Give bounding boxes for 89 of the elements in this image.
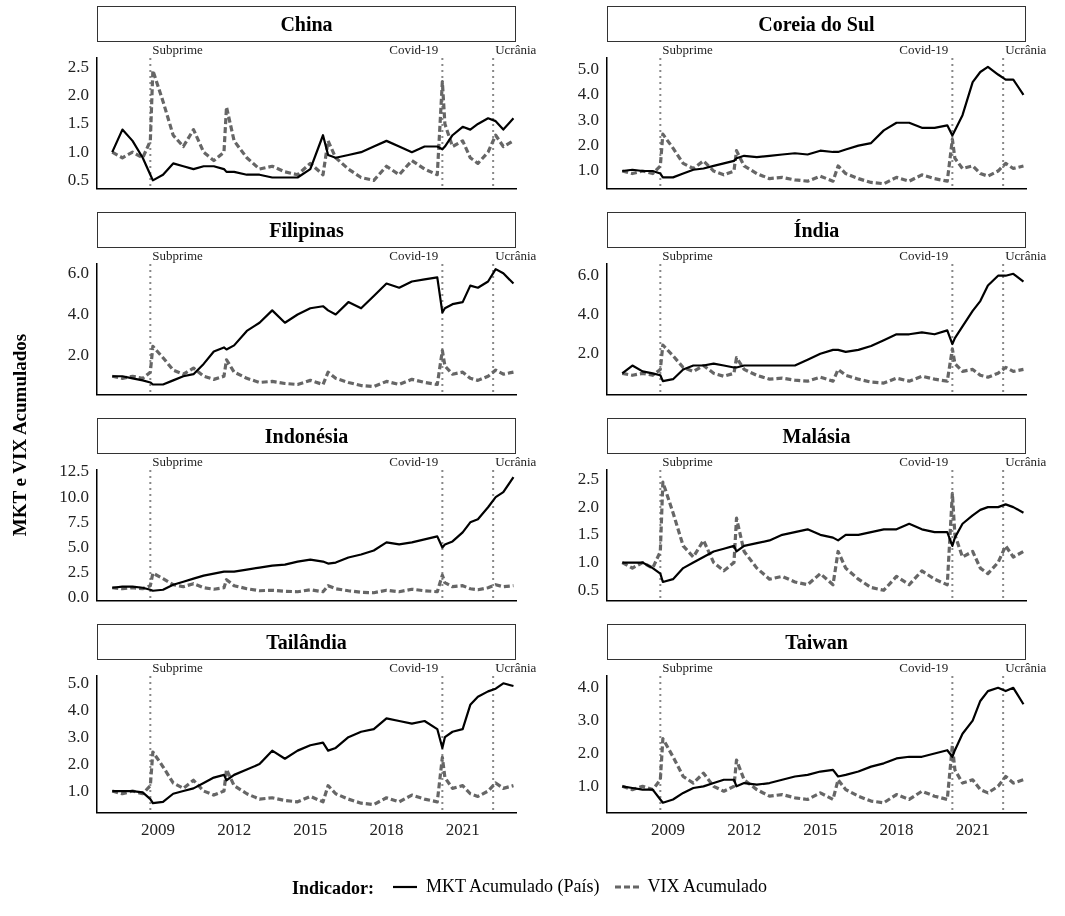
y-tick-label: 10.0 bbox=[59, 486, 89, 506]
ref-line-label: Covid-19 bbox=[899, 247, 949, 263]
ref-line-label: Subprime bbox=[662, 453, 714, 469]
y-tick-label: 2.0 bbox=[577, 343, 599, 363]
y-tick-label: 2.5 bbox=[577, 468, 599, 488]
y-tick-label: 2.0 bbox=[577, 496, 599, 516]
ref-line-label: Covid-19 bbox=[389, 41, 439, 57]
y-tick-label: 1.0 bbox=[67, 141, 89, 161]
ref-line-label: Covid-19 bbox=[389, 247, 439, 263]
y-tick-label: 2.0 bbox=[67, 753, 89, 773]
x-tick-label: 2015 bbox=[293, 820, 328, 840]
ref-line-label: Subprime bbox=[662, 247, 714, 263]
y-tick-label: 7.5 bbox=[67, 511, 89, 531]
ref-line-label: Ucrânia bbox=[1005, 659, 1047, 675]
line-series bbox=[110, 571, 516, 595]
y-tick-label: 4.0 bbox=[67, 699, 89, 719]
y-tick-label: 5.0 bbox=[67, 672, 89, 692]
y-tick-label: 0.5 bbox=[577, 579, 599, 599]
y-tick-label: 4.0 bbox=[67, 303, 89, 323]
ref-line-label: Ucrânia bbox=[495, 659, 537, 675]
ref-line-label: Covid-19 bbox=[899, 453, 949, 469]
y-tick-label: 3.0 bbox=[67, 726, 89, 746]
ref-line-label: Ucrânia bbox=[495, 453, 537, 469]
legend-label: MKT Acumulado (País) bbox=[425, 876, 600, 897]
y-tick-label: 4.0 bbox=[577, 304, 599, 324]
y-tick-label: 3.0 bbox=[577, 710, 599, 730]
ref-line-label: Subprime bbox=[662, 659, 714, 675]
line-series bbox=[620, 480, 1026, 592]
y-tick-label: 2.0 bbox=[577, 135, 599, 155]
y-tick-label: 5.0 bbox=[67, 536, 89, 556]
chart-title: China bbox=[97, 6, 516, 42]
y-tick-label: 0.0 bbox=[67, 587, 89, 607]
x-tick-label: 2012 bbox=[217, 820, 252, 840]
line-series bbox=[620, 132, 1026, 186]
line-series bbox=[110, 750, 516, 807]
ref-line-label: Ucrânia bbox=[1005, 453, 1047, 469]
line-series bbox=[110, 344, 516, 389]
chart-title: Filipinas bbox=[97, 212, 516, 248]
y-tick-label: 4.0 bbox=[577, 84, 599, 104]
y-tick-label: 1.5 bbox=[67, 113, 89, 133]
x-tick-label: 2009 bbox=[650, 820, 685, 840]
ref-line-label: Covid-19 bbox=[899, 41, 949, 57]
x-tick-label: 2012 bbox=[727, 820, 762, 840]
y-tick-label: 3.0 bbox=[577, 109, 599, 129]
x-tick-label: 2015 bbox=[803, 820, 838, 840]
ref-line-label: Subprime bbox=[152, 659, 204, 675]
ref-line-label: Ucrânia bbox=[1005, 247, 1047, 263]
ref-line-label: Ucrânia bbox=[1005, 41, 1047, 57]
y-tick-label: 1.0 bbox=[577, 552, 599, 572]
y-tick-label: 5.0 bbox=[577, 58, 599, 78]
ref-line-label: Covid-19 bbox=[899, 659, 949, 675]
y-tick-label: 2.0 bbox=[67, 345, 89, 365]
ref-line-label: Subprime bbox=[152, 247, 204, 263]
ref-line-label: Ucrânia bbox=[495, 41, 537, 57]
ref-line-label: Covid-19 bbox=[389, 453, 439, 469]
chart-title: Indonésia bbox=[97, 418, 516, 454]
y-tick-label: 1.0 bbox=[577, 160, 599, 180]
chart-title: Tailândia bbox=[97, 624, 516, 660]
legend-label: VIX Acumulado bbox=[647, 876, 768, 897]
y-tick-label: 1.5 bbox=[577, 524, 599, 544]
x-tick-label: 2009 bbox=[140, 820, 175, 840]
y-tick-label: 2.0 bbox=[577, 742, 599, 762]
ref-line-label: Subprime bbox=[152, 41, 204, 57]
ref-line-label: Subprime bbox=[662, 41, 714, 57]
ref-line-label: Covid-19 bbox=[389, 659, 439, 675]
y-tick-label: 2.0 bbox=[67, 85, 89, 105]
x-tick-label: 2021 bbox=[445, 820, 480, 840]
y-tick-label: 4.0 bbox=[577, 677, 599, 697]
line-series bbox=[620, 343, 1026, 385]
line-series bbox=[620, 737, 1026, 805]
y-tick-label: 12.5 bbox=[59, 461, 89, 481]
y-tick-label: 0.5 bbox=[67, 169, 89, 189]
x-tick-label: 2018 bbox=[879, 820, 914, 840]
ref-line-label: Subprime bbox=[152, 453, 204, 469]
y-tick-label: 2.5 bbox=[67, 57, 89, 77]
x-tick-label: 2021 bbox=[955, 820, 990, 840]
y-tick-label: 1.0 bbox=[67, 780, 89, 800]
y-tick-label: 6.0 bbox=[577, 265, 599, 285]
chart-title: Malásia bbox=[607, 418, 1026, 454]
chart-title: Coreia do Sul bbox=[607, 6, 1026, 42]
y-tick-label: 2.5 bbox=[67, 562, 89, 582]
chart-title: Taiwan bbox=[607, 624, 1026, 660]
ref-line-label: Ucrânia bbox=[495, 247, 537, 263]
y-tick-label: 6.0 bbox=[67, 262, 89, 282]
chart-title: Índia bbox=[607, 212, 1026, 248]
text: MKT e VIX Acumulados bbox=[9, 333, 31, 537]
x-tick-label: 2018 bbox=[369, 820, 404, 840]
legend-title: Indicador: bbox=[291, 877, 374, 898]
y-tick-label: 1.0 bbox=[577, 775, 599, 795]
